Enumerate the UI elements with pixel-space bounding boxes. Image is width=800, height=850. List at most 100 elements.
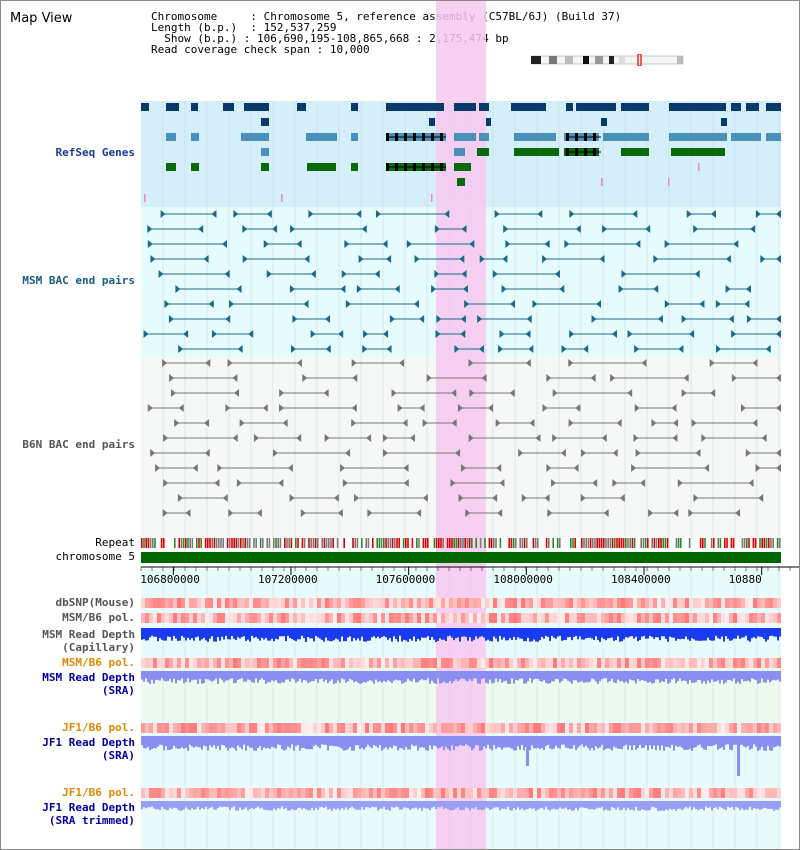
jf1-depth-sra-bar	[277, 736, 279, 745]
msm-depth-sra-bar	[467, 671, 469, 682]
msm-depth-cap-bar	[505, 628, 507, 641]
jf1-depth-trim-bar	[221, 801, 223, 808]
jf1-depth-sra-bar	[185, 736, 187, 748]
jf1-b6-pol-heat	[753, 723, 757, 733]
b6n-bac-pair-end	[228, 509, 234, 517]
msm-depth-cap-bar	[349, 628, 351, 637]
jf1-depth-trim-bar	[583, 801, 585, 808]
msm-bac-pair-end	[198, 225, 204, 233]
msm-b6-pol2-heat	[637, 658, 641, 668]
msm-depth-sra-bar	[397, 671, 399, 681]
msm-b6-pol-heat	[713, 613, 717, 623]
msm-b6-pol2-heat	[625, 658, 629, 668]
jf1-b6-pol2-heat	[253, 788, 257, 798]
jf1-depth-trim-bar	[687, 801, 689, 809]
jf1-b6-pol2-heat	[545, 788, 549, 798]
jf1-depth-trim-bar	[629, 801, 631, 810]
jf1-depth-trim-bar	[325, 801, 327, 807]
msm-depth-cap-bar	[657, 628, 659, 638]
msm-b6-pol2-heat	[645, 658, 649, 668]
msm-b6-pol-heat	[337, 613, 341, 623]
repeat-mark	[154, 538, 156, 548]
msm-depth-sra-bar	[753, 671, 755, 680]
b6n-bac-pair-end	[163, 479, 169, 487]
jf1-depth-sra-bar	[305, 736, 307, 750]
jf1-depth-sra-bar	[443, 736, 445, 751]
jf1-depth-sra-bar	[369, 736, 371, 747]
jf1-depth-sra-bar	[585, 736, 587, 746]
msm-depth-sra-bar	[383, 671, 385, 682]
jf1-depth-trim-bar	[149, 801, 151, 808]
dbsnp-heat	[153, 598, 157, 608]
axis-tick-label: 108400000	[611, 573, 671, 586]
jf1-b6-pol-heat	[285, 723, 289, 733]
jf1-depth-sra-bar	[507, 736, 509, 748]
msm-b6-pol2-heat	[237, 658, 241, 668]
jf1-depth-sra-bar	[573, 736, 575, 746]
jf1-b6-pol2-heat	[517, 788, 521, 798]
jf1-depth-trim-bar	[729, 801, 731, 808]
chromosome-ideogram[interactable]	[531, 54, 686, 66]
jf1-depth-trim-bar	[717, 801, 719, 810]
jf1-depth-sra-bar	[637, 736, 639, 748]
msm-b6-pol-heat	[569, 613, 573, 623]
jf1-depth-trim-bar	[657, 801, 659, 811]
jf1-b6-pol2-heat	[369, 788, 373, 798]
msm-depth-cap-bar	[331, 628, 333, 642]
jf1-depth-sra-bar	[303, 736, 305, 748]
dbsnp-label: dbSNP(Mouse)	[55, 596, 135, 609]
jf1-depth-trim-bar	[531, 801, 533, 809]
msm-depth-cap-bar	[399, 628, 401, 636]
msm-depth-cap-bar	[733, 628, 735, 639]
msm-depth-cap-bar	[679, 628, 681, 640]
msm-depth-cap-bar	[363, 628, 365, 642]
jf1-depth-sra-bar	[237, 736, 239, 746]
msm-depth-cap-bar	[761, 628, 763, 638]
msm-depth-cap-bar	[243, 628, 245, 637]
jf1-depth-trim-bar	[451, 801, 453, 811]
b6n-bac-pair-end	[619, 494, 625, 502]
jf1-depth-sra-bar	[505, 736, 507, 748]
repeat-mark	[352, 538, 354, 548]
msm-depth-cap-bar	[377, 628, 379, 637]
msm-depth-cap-bar	[219, 628, 221, 641]
msm-depth-cap-bar	[639, 628, 641, 641]
msm-depth-sra-bar	[735, 671, 737, 684]
msm-depth-sra-bar	[241, 671, 243, 679]
jf1-depth-trim-bar	[163, 801, 165, 809]
msm-b6-pol-heat	[345, 613, 349, 623]
jf1-depth-trim-bar	[269, 801, 271, 811]
jf1-depth-sra-bar	[327, 736, 329, 751]
jf1-depth-sra-label: JF1 Read Depth	[42, 736, 135, 749]
b6n-bac-pair-end	[403, 479, 409, 487]
gene-feature	[297, 103, 306, 111]
jf1-depth-sra-bar	[357, 736, 359, 746]
jf1-depth-trim-bar	[481, 801, 483, 811]
jf1-depth-sra-bar	[601, 736, 603, 745]
msm-depth-sra-bar	[349, 671, 351, 679]
repeat-mark	[732, 538, 735, 548]
jf1-b6-pol-heat	[245, 723, 249, 733]
jf1-depth-sra-bar	[469, 736, 471, 747]
b6n-bac-pair-end	[568, 359, 574, 367]
msm-depth-sra-bar	[369, 671, 371, 681]
repeat-mark	[521, 538, 524, 548]
b6n-bac-pair-end	[488, 404, 494, 412]
msm-depth-sra-bar	[355, 671, 357, 682]
jf1-depth-sra-bar	[267, 736, 269, 748]
msm-depth-cap-bar	[395, 628, 397, 640]
msm-depth-cap-bar	[589, 628, 591, 638]
msm-depth-cap-bar	[393, 628, 395, 637]
jf1-b6-pol2-heat	[405, 788, 409, 798]
jf1-depth-trim-bar	[699, 801, 701, 810]
dbsnp-heat	[541, 598, 545, 608]
msm-depth-cap-bar	[581, 628, 583, 640]
msm-depth-cap-bar	[269, 628, 271, 641]
jf1-depth-trim-bar	[593, 801, 595, 810]
jf1-depth-sra-bar	[531, 736, 533, 746]
jf1-depth-trim-bar	[673, 801, 675, 809]
repeat-mark	[376, 538, 378, 548]
msm-depth-cap-bar	[467, 628, 469, 641]
dbsnp-heat	[493, 598, 497, 608]
